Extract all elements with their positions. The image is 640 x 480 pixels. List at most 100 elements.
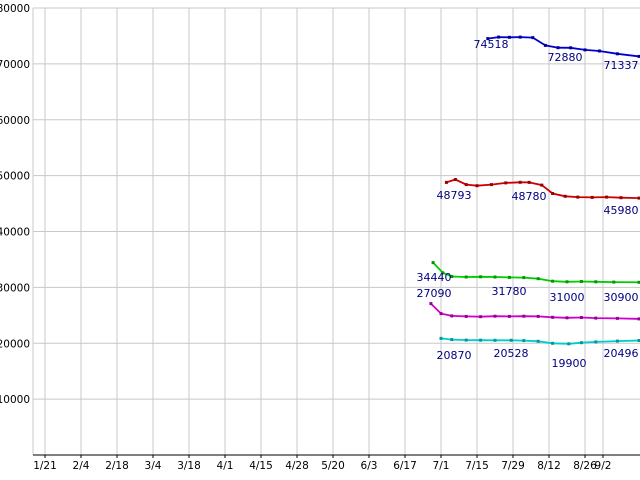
y-axis-label: 30000 — [0, 282, 30, 294]
series-red-marker — [605, 195, 609, 199]
series-blue-marker — [486, 37, 490, 41]
x-axis-labels: 1/21 2/4 2/18 3/4 3/18 4/1 4/15 4/28 5/20 6/3 6/17… — [33, 460, 611, 472]
series-cyan-marker — [509, 338, 513, 342]
series-cyan — [439, 336, 640, 346]
series-red-marker — [527, 180, 531, 184]
series-blue-marker — [615, 52, 619, 56]
data-label-blue-72880: 72880 — [548, 51, 583, 64]
series-red-marker — [444, 180, 448, 184]
x-axis-label: 6/17 — [393, 460, 417, 472]
series-magenta-marker — [551, 315, 555, 319]
series-green-marker — [565, 280, 569, 284]
series-red-marker — [563, 194, 567, 198]
series-red-marker — [551, 192, 555, 195]
series-cyan-marker — [479, 338, 483, 342]
series-cyan-marker — [450, 338, 454, 342]
data-label-red-45980: 45980 — [604, 204, 639, 217]
series-magenta-marker — [594, 316, 598, 320]
data-label-cyan-19900: 19900 — [552, 357, 587, 370]
x-axis-label: 2/18 — [105, 460, 129, 472]
series-cyan-marker — [536, 339, 540, 343]
series-blue-marker — [543, 43, 547, 47]
y-axis-label: 20000 — [0, 338, 30, 350]
series-cyan-marker — [615, 339, 619, 343]
series-green-marker — [536, 277, 540, 281]
x-axis-label: 2/4 — [73, 460, 90, 472]
data-labels: 74518 72880 71337 48793 48780 45980 34440 31780… — [417, 38, 639, 370]
x-axis-ticks — [44, 455, 604, 458]
series-green-marker — [441, 271, 445, 275]
series-magenta-marker — [637, 317, 640, 321]
series-cyan-marker — [493, 338, 497, 342]
series-magenta-marker — [507, 314, 511, 318]
x-axis-label: 4/1 — [217, 460, 234, 472]
series-magenta-marker — [429, 302, 433, 306]
series-green-marker — [579, 280, 583, 283]
series-blue-marker — [556, 46, 560, 50]
x-axis-label: 7/29 — [501, 460, 525, 472]
series-green-marker — [612, 280, 616, 284]
y-axis-label: 60000 — [0, 115, 30, 127]
series-blue-marker — [597, 49, 601, 53]
data-label-blue-71337: 71337 — [604, 59, 639, 72]
series-red-marker — [464, 183, 468, 187]
series-magenta-marker — [536, 314, 540, 318]
series-blue-marker — [637, 54, 640, 58]
y-axis-label: 80000 — [0, 3, 30, 15]
series-cyan-marker — [594, 340, 598, 344]
series-cyan-marker — [567, 342, 571, 346]
x-axis-label: 8/12 — [537, 460, 561, 472]
series-green-marker — [431, 261, 435, 265]
series-magenta — [429, 302, 640, 321]
data-label-cyan-20496: 20496 — [604, 347, 639, 360]
series-green-marker — [507, 275, 511, 279]
series-green-marker — [551, 279, 555, 283]
data-label-green-31780: 31780 — [492, 285, 527, 298]
series-magenta-marker — [479, 315, 483, 319]
series-cyan-line — [440, 337, 640, 345]
y-axis-label: 70000 — [0, 59, 30, 71]
series-magenta-marker — [439, 312, 443, 316]
series-red-marker — [518, 180, 522, 184]
data-label-green-31000: 31000 — [550, 291, 585, 304]
series-red-marker — [590, 195, 594, 199]
x-axis-label: 3/4 — [145, 460, 162, 472]
x-axis-label: 4/15 — [249, 460, 273, 472]
series-magenta-marker — [565, 316, 569, 320]
series-magenta-marker — [450, 314, 454, 318]
series-green-marker — [493, 275, 497, 279]
data-label-magenta-27090: 27090 — [417, 287, 452, 300]
series-cyan-marker — [579, 341, 583, 345]
series-magenta-marker — [579, 316, 583, 319]
x-axis-label: 4/28 — [285, 460, 309, 472]
x-axis-label: 5/20 — [321, 460, 345, 472]
series-green-marker — [522, 276, 526, 280]
series-blue-marker — [569, 46, 573, 50]
series-red-marker — [504, 181, 508, 185]
y-axis-labels: 10000 20000 30000 40000 50000 60000 70000 80000 — [0, 3, 30, 406]
series-green — [431, 261, 640, 284]
series-green-marker — [594, 280, 598, 284]
series-red-marker — [619, 196, 623, 200]
data-label-blue-74518: 74518 — [474, 38, 509, 51]
series-magenta-marker — [522, 314, 526, 318]
series-cyan-marker — [439, 336, 443, 340]
series-cyan-marker — [464, 338, 468, 342]
series-red-marker — [489, 183, 493, 187]
x-axis-label: 6/3 — [361, 460, 378, 472]
x-axis-label: 8/26 — [573, 460, 597, 472]
series-red-line — [446, 178, 640, 199]
x-axis-label: 9/2 — [595, 460, 612, 472]
series-red-marker — [475, 184, 479, 188]
series-magenta-marker — [493, 314, 497, 318]
series-blue-marker — [531, 36, 535, 40]
data-label-red-48780: 48780 — [512, 190, 547, 203]
series-cyan-marker — [637, 339, 640, 342]
grid-lines — [32, 7, 640, 455]
series-red-marker — [540, 183, 544, 187]
y-axis-label: 50000 — [0, 171, 30, 183]
series-red-marker — [576, 195, 580, 199]
data-label-green-30900: 30900 — [604, 291, 639, 304]
